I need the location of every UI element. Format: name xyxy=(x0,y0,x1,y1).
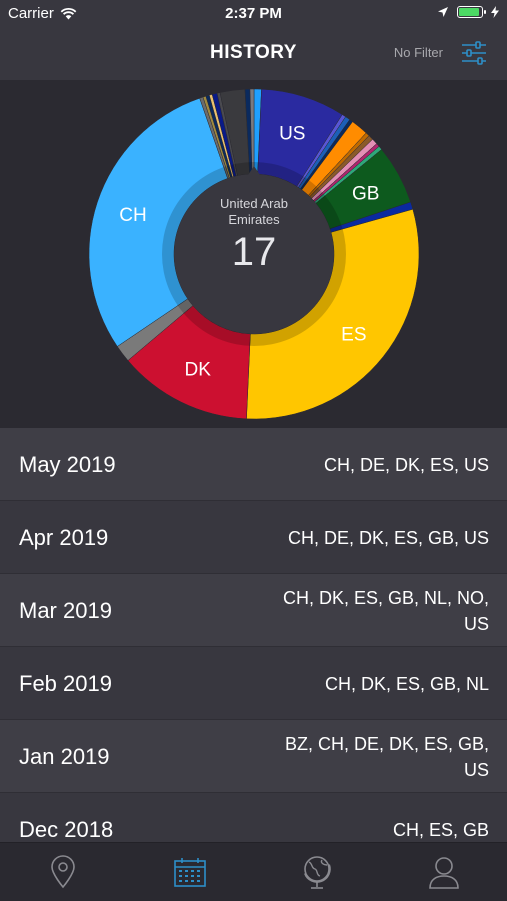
history-month: Apr 2019 xyxy=(19,525,109,550)
history-countries: CH, DE, DK, ES, GB, US xyxy=(287,527,489,548)
slice-label: US xyxy=(279,123,305,144)
history-countries: CH, DE, DK, ES, US xyxy=(323,454,489,475)
slice-label: DK xyxy=(184,359,211,380)
slice-label: GB xyxy=(352,184,379,205)
battery-fill xyxy=(459,8,479,16)
history-row[interactable]: May 2019 CH, DE, DK, ES, US xyxy=(0,428,507,501)
selected-country-label-line: United Arab xyxy=(220,196,288,211)
tab-history[interactable] xyxy=(127,843,254,901)
carrier-label: Carrier xyxy=(8,5,54,22)
history-month: May 2019 xyxy=(19,452,116,477)
selected-country-label: United Arab Emirates xyxy=(179,196,329,228)
tab-bar xyxy=(0,842,507,901)
history-row[interactable]: Feb 2019 CH, DK, ES, GB, NL xyxy=(0,647,507,720)
sliders-icon[interactable] xyxy=(461,40,487,66)
page-title: HISTORY xyxy=(210,42,297,63)
tab-map[interactable] xyxy=(0,843,127,901)
slice-label: ES xyxy=(341,324,366,345)
location-arrow-icon xyxy=(438,7,448,17)
history-month: Dec 2018 xyxy=(19,817,114,842)
history-countries: CH, ES, GB xyxy=(392,819,489,840)
battery-icon xyxy=(457,6,486,18)
history-countries: CH, DK, ES, GB, NL, NO, US xyxy=(282,587,489,634)
history-row[interactable]: Mar 2019 CH, DK, ES, GB, NL, NO, US xyxy=(0,574,507,647)
status-left: Carrier xyxy=(8,5,77,22)
history-month: Feb 2019 xyxy=(19,671,112,696)
donut-center xyxy=(174,174,334,334)
history-countries: CH, DK, ES, GB, NL xyxy=(324,673,489,694)
history-chart: US GB ES DK CH United Arab Emirates 17 xyxy=(0,80,507,428)
status-bar: Carrier 2:37 PM xyxy=(0,0,507,28)
person-icon xyxy=(428,857,459,889)
history-list: May 2019 CH, DE, DK, ES, US Apr 2019 CH, DE… xyxy=(0,428,507,866)
selected-country-label-line: Emirates xyxy=(228,212,280,227)
wifi-icon xyxy=(60,7,77,20)
calendar-icon xyxy=(174,858,206,887)
history-row[interactable]: Apr 2019 CH, DE, DK, ES, GB, US xyxy=(0,501,507,574)
history-countries: BZ, CH, DE, DK, ES, GB, US xyxy=(284,733,489,780)
history-row[interactable]: Jan 2019 BZ, CH, DE, DK, ES, GB, US xyxy=(0,720,507,793)
selection-pointer xyxy=(246,166,262,178)
filter-label[interactable]: No Filter xyxy=(393,45,443,60)
tab-profile[interactable] xyxy=(380,843,507,901)
history-month: Jan 2019 xyxy=(19,744,110,769)
status-right xyxy=(437,6,499,18)
donut-chart[interactable]: US GB ES DK CH xyxy=(0,80,507,428)
tab-countries[interactable] xyxy=(254,843,381,901)
nav-bar: HISTORY No Filter xyxy=(0,28,507,80)
charging-bolt-icon xyxy=(491,6,499,18)
map-pin-icon xyxy=(51,855,76,889)
status-time: 2:37 PM xyxy=(225,5,282,22)
history-month: Mar 2019 xyxy=(19,598,112,623)
slice-label: CH xyxy=(119,205,146,226)
globe-icon xyxy=(303,856,331,889)
selected-country-value: 17 xyxy=(231,230,277,274)
